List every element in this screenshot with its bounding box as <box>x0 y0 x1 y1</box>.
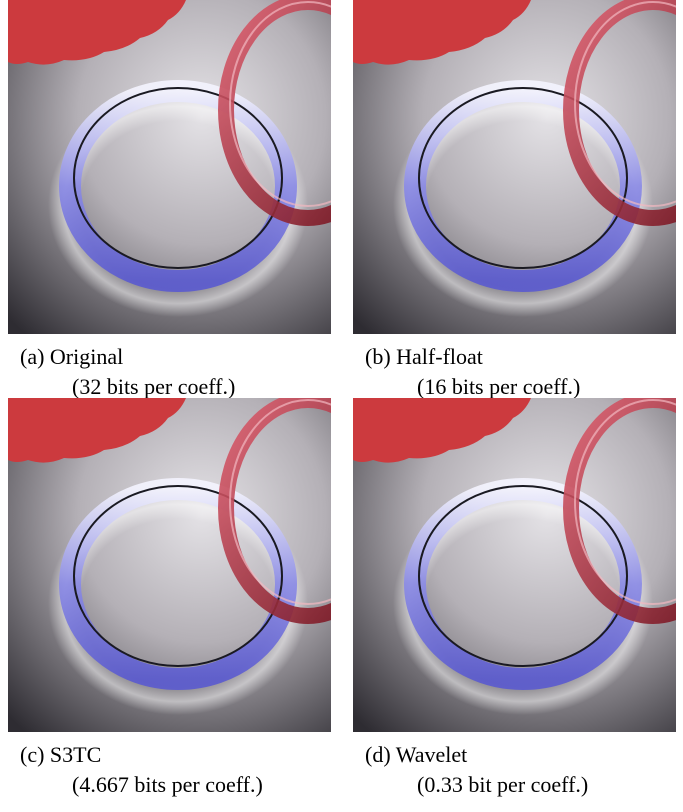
panel: (c) S3TC(4.667 bits per coeff.) <box>8 398 331 800</box>
panel: (b) Half-float(16 bits per coeff.) <box>353 0 676 402</box>
caption: (b) Half-float(16 bits per coeff.) <box>353 342 676 402</box>
panel: (a) Original(32 bits per coeff.) <box>8 0 331 402</box>
caption: (c) S3TC(4.667 bits per coeff.) <box>8 740 331 800</box>
caption-label: (a) Original <box>20 342 331 372</box>
caption-detail: (4.667 bits per coeff.) <box>20 770 331 800</box>
render-image <box>353 398 676 732</box>
page: (a) Original(32 bits per coeff.) (b) Hal… <box>0 0 683 812</box>
caption-label: (c) S3TC <box>20 740 331 770</box>
caption: (d) Wavelet(0.33 bit per coeff.) <box>353 740 676 800</box>
caption-label: (d) Wavelet <box>365 740 676 770</box>
caption: (a) Original(32 bits per coeff.) <box>8 342 331 402</box>
caption-detail: (0.33 bit per coeff.) <box>365 770 676 800</box>
render-image <box>353 0 676 334</box>
caption-label: (b) Half-float <box>365 342 676 372</box>
render-image <box>8 0 331 334</box>
render-image <box>8 398 331 732</box>
panel: (d) Wavelet(0.33 bit per coeff.) <box>353 398 676 800</box>
